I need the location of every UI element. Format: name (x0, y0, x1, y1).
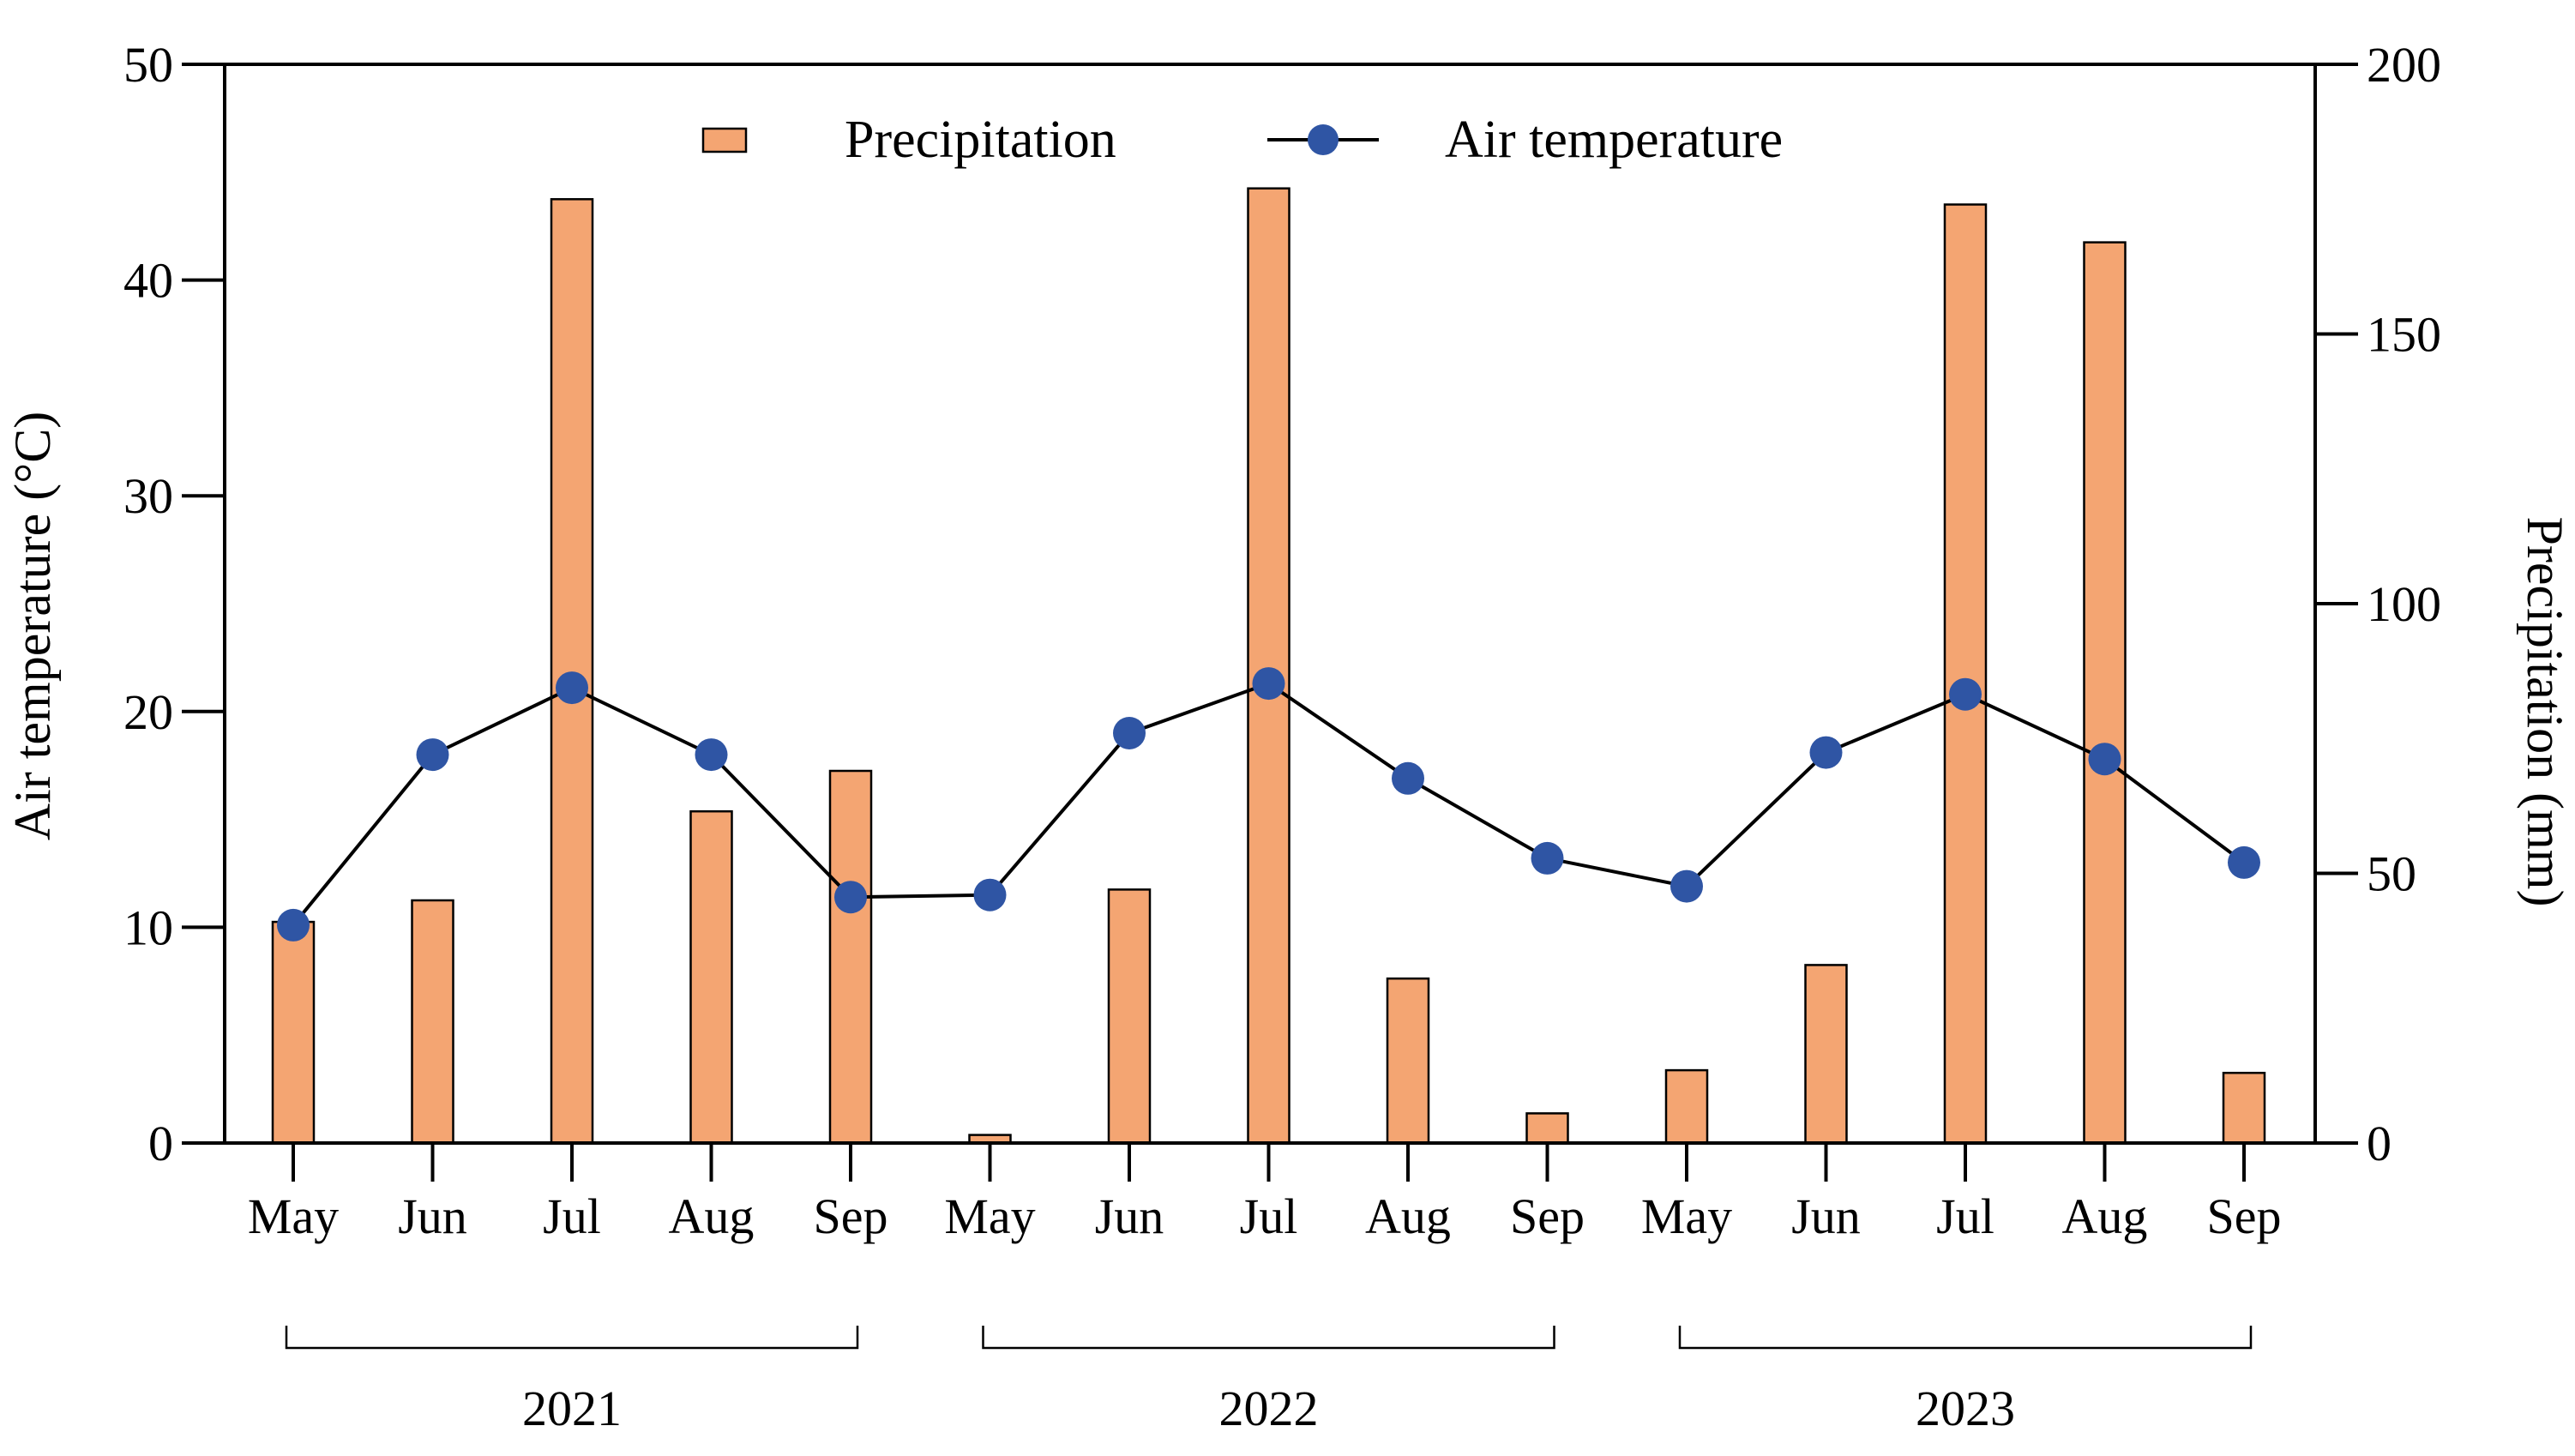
precipitation-bar (1525, 1112, 1569, 1145)
temperature-point (1252, 667, 1285, 701)
precipitation-bar (828, 769, 873, 1145)
temperature-point (834, 881, 867, 914)
x-axis-tick-label: Jul (1936, 1188, 1994, 1244)
temperature-point (1670, 869, 1703, 903)
precipitation-bar (1943, 203, 1988, 1145)
right-axis-tick-label: 100 (2367, 576, 2441, 632)
x-axis-tick-label: Jun (1791, 1188, 1861, 1244)
temperature-point (1809, 736, 1843, 769)
precipitation-bar (1386, 977, 1430, 1145)
left-axis-tick-label: 50 (123, 37, 173, 93)
legend-temperature-label: Air temperature (1445, 111, 1783, 169)
right-axis-tick-label: 0 (2367, 1116, 2392, 1171)
x-axis-tick-label: Sep (814, 1188, 888, 1244)
x-axis-tick-label: May (248, 1188, 339, 1244)
right-axis-tick-label: 150 (2367, 307, 2441, 363)
temperature-point (2088, 743, 2121, 776)
x-axis-tick-label: Jun (1095, 1188, 1164, 1244)
x-axis-tick-label: Jun (398, 1188, 467, 1244)
temperature-point (1531, 841, 1564, 875)
left-axis-tick-label: 10 (123, 899, 173, 955)
right-axis-tick-label: 200 (2367, 37, 2441, 93)
temperature-point (2228, 845, 2260, 879)
precipitation-bar (1247, 187, 1291, 1145)
temperature-point (277, 908, 310, 942)
year-bracket (982, 1326, 1555, 1350)
year-groups: 2021 2022 2023 (285, 1326, 2253, 1436)
left-axis-tick-label: 40 (123, 253, 173, 309)
precipitation-bar (411, 899, 454, 1145)
legend-temperature-marker (1308, 124, 1339, 155)
year-label: 2022 (1219, 1381, 1319, 1436)
precipitation-bar (1804, 964, 1848, 1145)
precipitation-bars (271, 187, 2266, 1145)
right-axis-title: Precipitation (mm) (2517, 517, 2573, 907)
precipitation-bar (1664, 1068, 1709, 1145)
x-axis-tick-label: May (944, 1188, 1035, 1244)
precipitation-bar (1107, 888, 1152, 1145)
temperature-point (1113, 717, 1146, 749)
x-axis-tick-label: Aug (669, 1188, 755, 1244)
x-axis-tick-label: May (1641, 1188, 1732, 1244)
legend-precipitation-swatch (701, 127, 748, 153)
temperature-point (1392, 761, 1424, 795)
temperature-point (556, 671, 588, 705)
x-axis-tick-label: Jul (1240, 1188, 1298, 1244)
x-axis-tick-label: Aug (1365, 1188, 1451, 1244)
temperature-point (416, 738, 449, 772)
precipitation-bar (550, 198, 594, 1145)
axes: 0 10 20 30 40 50 0 50 100 150 200 May Jun Jul Aug Sep Ma… (123, 37, 2441, 1244)
legend-precipitation-label: Precipitation (845, 111, 1116, 169)
temperature-series (277, 667, 2260, 942)
x-axis-tick-label: Jul (543, 1188, 601, 1244)
precipitation-bar (2222, 1071, 2266, 1145)
left-axis-tick-label: 30 (123, 468, 173, 524)
year-bracket (285, 1326, 859, 1350)
legend: Precipitation Air temperature (701, 111, 1783, 169)
x-axis-tick-label: Aug (2062, 1188, 2148, 1244)
left-axis-title: Air temperature (°C) (4, 412, 61, 840)
x-axis-tick-label: Sep (1510, 1188, 1585, 1244)
year-label: 2023 (1916, 1381, 2015, 1436)
year-label: 2021 (522, 1381, 622, 1436)
temperature-point (1949, 677, 1982, 711)
right-axis-tick-label: 50 (2367, 846, 2416, 902)
left-axis-tick-label: 0 (148, 1116, 173, 1171)
precipitation-bar (271, 920, 316, 1145)
left-axis-tick-label: 20 (123, 684, 173, 740)
x-axis-tick-label: Sep (2207, 1188, 2282, 1244)
precipitation-bar (2083, 241, 2127, 1145)
precipitation-bar (689, 809, 733, 1145)
year-bracket (1678, 1326, 2253, 1350)
temperature-point (973, 878, 1007, 912)
temperature-point (695, 738, 728, 772)
